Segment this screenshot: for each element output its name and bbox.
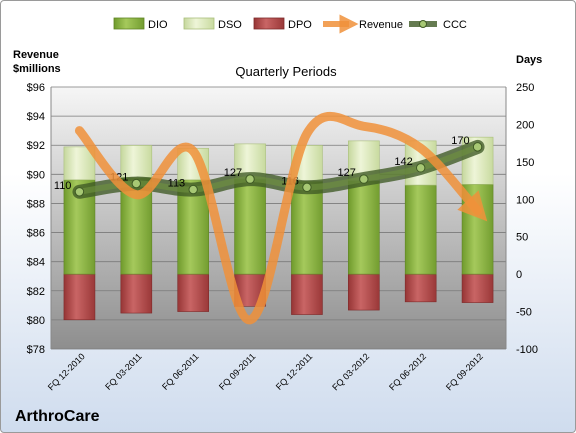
legend-label: DPO: [288, 19, 312, 31]
company-name: ArthroCare: [15, 408, 100, 425]
left-tick-label: $88: [27, 198, 45, 210]
legend: DIO DSO DPO Revenue CCC: [113, 14, 467, 34]
ccc-point: [188, 184, 198, 195]
legend-swatch: [253, 17, 285, 30]
category-label: FQ 03-2012: [330, 351, 371, 392]
bar-dpo: [291, 273, 323, 315]
legend-marker: [419, 20, 427, 28]
legend-swatch: [183, 17, 215, 30]
right-tick-label: 0: [516, 269, 522, 281]
right-tick-label: -100: [516, 344, 538, 356]
ccc-point: [359, 174, 369, 184]
left-tick-label: $94: [27, 111, 45, 123]
bar-dio: [404, 184, 437, 275]
right-tick-label: 100: [516, 194, 534, 206]
ccc-point: [472, 142, 483, 152]
left-tick-label: $84: [27, 257, 45, 269]
left-tick-label: $96: [27, 82, 45, 94]
bar-dpo: [120, 273, 153, 314]
category-label: FQ 06-2011: [160, 351, 201, 392]
ccc-point: [131, 178, 142, 189]
left-tick-label: $90: [27, 169, 45, 181]
ccc-data-label: 170: [451, 135, 469, 147]
bar-dpo: [348, 273, 380, 311]
bar-dpo: [461, 273, 494, 303]
category-label: FQ 09-2011: [217, 351, 258, 392]
legend-label: DSO: [218, 19, 242, 31]
left-tick-label: $92: [27, 140, 45, 152]
ccc-point: [302, 182, 312, 193]
left-tick-label: $86: [27, 228, 45, 240]
bar-dio: [234, 178, 266, 275]
right-tick-label: 150: [516, 157, 534, 169]
left-tick-label: $80: [27, 315, 45, 327]
category-label: FQ 06-2012: [387, 351, 428, 392]
legend-swatch: [113, 17, 145, 30]
right-tick-label: 200: [516, 119, 534, 131]
left-tick-label: $82: [27, 286, 45, 298]
ccc-data-label: 127: [224, 167, 242, 179]
ccc-data-label: 113: [168, 178, 186, 190]
right-tick-label: -50: [516, 307, 532, 319]
left-tick-label: $78: [27, 344, 45, 356]
ccc-line-highlight: [76, 143, 481, 195]
ccc-data-label: 142: [394, 156, 412, 168]
ccc-data-label: 127: [337, 167, 355, 179]
revenue-line: [74, 111, 488, 325]
legend-label: Revenue: [359, 19, 403, 31]
ccc-data-label: 110: [54, 180, 72, 192]
ccc-point: [74, 187, 85, 197]
legend-label: DIO: [148, 19, 168, 31]
ccc-point: [245, 174, 255, 184]
bar-dpo: [404, 273, 437, 303]
category-label: FQ 09-2012: [444, 351, 485, 392]
right-axis-label: Days: [516, 54, 542, 66]
left-axis-label-line1: Revenue: [13, 49, 59, 61]
chart-title: Quarterly Periods: [235, 64, 337, 79]
legend-label: CCC: [443, 19, 467, 31]
category-label: FQ 03-2011: [103, 351, 144, 392]
bar-dio: [291, 181, 323, 275]
bar-dio: [348, 180, 380, 275]
bar-dpo: [177, 273, 209, 312]
right-tick-label: 50: [516, 232, 528, 244]
category-label: FQ 12-2010: [46, 351, 87, 392]
bar-dpo: [63, 273, 96, 321]
right-tick-label: 250: [516, 82, 534, 94]
category-label: FQ 12-2011: [274, 351, 315, 392]
ccc-point: [415, 163, 426, 173]
left-axis-label-line2: $millions: [13, 63, 61, 75]
